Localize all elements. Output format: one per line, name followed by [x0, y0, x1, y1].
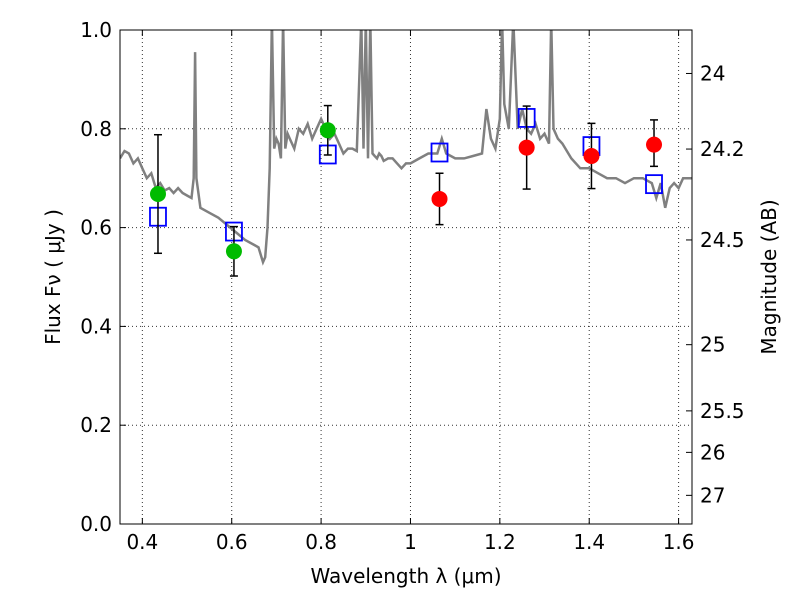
y-tick-label: 0.2	[80, 413, 112, 437]
x-tick-label: 0.6	[216, 530, 248, 554]
observed-point	[431, 190, 448, 207]
x-tick-label: 0.4	[126, 530, 158, 554]
right-tick-label: 26	[700, 440, 725, 464]
observed-point	[518, 139, 535, 156]
y-axis-label: Flux Fν ( μJy )	[41, 209, 65, 345]
right-tick-label: 24.2	[700, 137, 745, 161]
x-tick-label: 1	[404, 530, 417, 554]
model-spectrum-line	[120, 30, 692, 266]
spectrum-layer	[120, 30, 692, 266]
x-tick-label: 1.6	[663, 530, 695, 554]
y-tick-label: 0.4	[80, 314, 112, 338]
observed-point	[583, 147, 600, 164]
model-photometry-square	[645, 174, 663, 195]
marker-layer	[149, 104, 663, 277]
y-right-axis-label: Magnitude (AB)	[757, 199, 781, 354]
right-tick-label: 25.5	[700, 399, 745, 423]
observed-point	[225, 243, 242, 260]
model-photometry-square	[430, 142, 449, 163]
y-tick-label: 0.8	[80, 117, 112, 141]
y-tick-label: 0.0	[80, 512, 112, 536]
y-tick-label: 1.0	[80, 18, 112, 42]
y-tick-label: 0.6	[80, 216, 112, 240]
right-tick-label: 27	[700, 483, 725, 507]
right-tick-label: 24	[700, 61, 725, 85]
x-tick-label: 1.2	[484, 530, 516, 554]
right-tick-label: 25	[700, 333, 725, 357]
plot-frame	[119, 29, 693, 525]
ticks	[120, 29, 692, 525]
x-axis-label: Wavelength λ (μm)	[310, 564, 501, 588]
observed-point	[149, 186, 166, 203]
x-tick-label: 0.8	[305, 530, 337, 554]
tick-labels: 0.4 0.6 0.8 1 1.2 1.4 1.6 0.0 0.2 0.4 0.6 0.8 1.0 24 2…	[80, 18, 744, 554]
observed-point	[646, 136, 663, 153]
x-tick-label: 1.4	[573, 530, 605, 554]
grid	[120, 29, 692, 525]
observed-point	[319, 122, 336, 139]
right-tick-label: 24.5	[700, 228, 745, 252]
